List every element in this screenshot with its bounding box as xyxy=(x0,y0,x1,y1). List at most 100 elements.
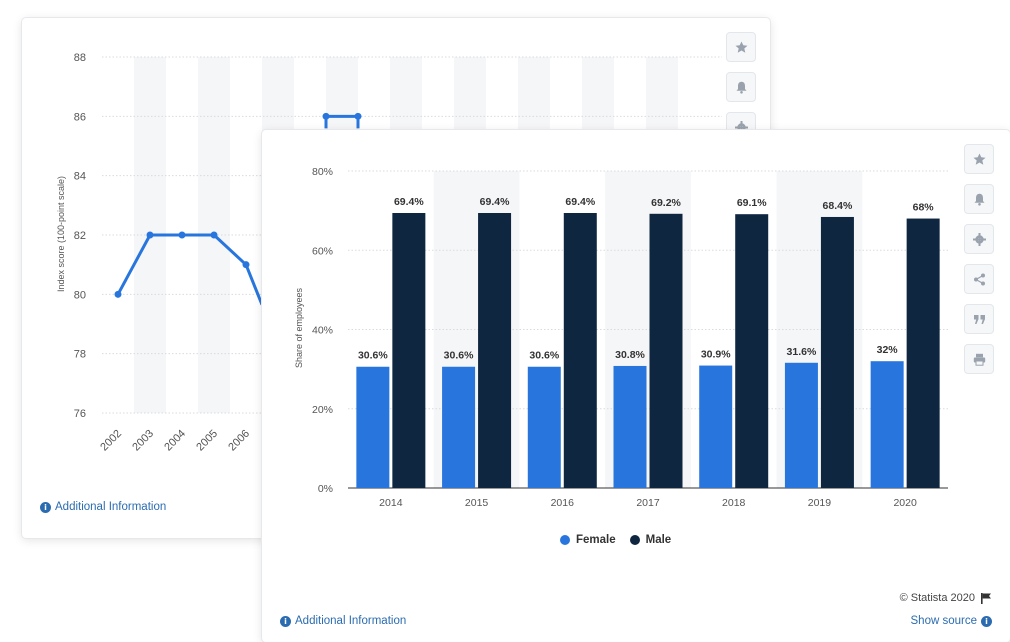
share-button[interactable] xyxy=(964,264,994,294)
data-label: 32% xyxy=(877,344,899,356)
series-line-partial xyxy=(324,114,360,129)
back-additional-info-link[interactable]: i Additional Information xyxy=(40,501,166,513)
gear-icon xyxy=(972,232,986,246)
data-label: 30.6% xyxy=(444,350,474,362)
legend-label-male: Male xyxy=(645,534,672,546)
y-tick-label: 80% xyxy=(312,166,333,178)
data-point[interactable] xyxy=(242,261,250,269)
print-button[interactable] xyxy=(964,344,994,374)
data-label: 68.4% xyxy=(823,200,853,212)
data-point[interactable] xyxy=(322,112,330,120)
bell-icon xyxy=(974,193,984,206)
x-tick-label: 2005 xyxy=(194,428,220,454)
bar-male[interactable] xyxy=(820,216,854,488)
show-source-label: Show source xyxy=(910,615,977,627)
y-tick-label: 0% xyxy=(318,483,333,495)
bell-button[interactable] xyxy=(726,72,756,102)
back-additional-info-label: Additional Information xyxy=(55,501,167,513)
x-tick-label: 2014 xyxy=(379,497,403,509)
copyright-notice: © Statista 2020 xyxy=(900,592,992,604)
gear-icon xyxy=(734,120,748,134)
star-icon xyxy=(735,41,747,53)
bar-male[interactable] xyxy=(649,213,683,489)
x-tick-label: 2015 xyxy=(465,497,489,509)
y-axis-label: Share of employees xyxy=(294,287,304,368)
front-additional-info-label: Additional Information xyxy=(295,615,407,627)
y-tick-label: 60% xyxy=(312,245,333,257)
legend-swatch-male xyxy=(629,535,640,545)
star-button[interactable] xyxy=(726,32,756,62)
y-tick-label: 40% xyxy=(312,325,333,337)
bar-male[interactable] xyxy=(478,213,512,488)
data-label: 69.2% xyxy=(651,197,681,209)
gear-button[interactable] xyxy=(964,224,994,254)
bell-icon xyxy=(736,81,746,94)
data-point[interactable] xyxy=(210,231,218,239)
info-icon: i xyxy=(981,615,992,627)
copyright-text: © Statista 2020 xyxy=(899,592,975,604)
bar-male[interactable] xyxy=(735,214,769,488)
chart-legend: Female Male xyxy=(560,534,685,546)
y-tick-label: 20% xyxy=(312,404,333,416)
legend-item-female[interactable]: Female xyxy=(560,534,616,546)
star-icon xyxy=(973,153,985,165)
y-tick-label: 88 xyxy=(74,52,86,64)
data-label: 69.4% xyxy=(480,196,510,208)
bar-female[interactable] xyxy=(870,361,904,488)
front-toolbar xyxy=(964,144,994,384)
data-label: 30.9% xyxy=(701,349,731,361)
legend-swatch-female xyxy=(560,535,570,545)
bar-female[interactable] xyxy=(527,366,561,488)
info-icon: i xyxy=(280,615,291,627)
bar-female[interactable] xyxy=(356,366,390,488)
flag-icon[interactable] xyxy=(980,592,992,604)
data-point[interactable] xyxy=(146,231,154,239)
x-tick-label: 2017 xyxy=(636,497,660,509)
data-point[interactable] xyxy=(354,112,362,120)
data-point[interactable] xyxy=(114,290,122,298)
x-tick-label: 2006 xyxy=(226,428,252,454)
data-label: 30.8% xyxy=(615,349,645,361)
quote-icon xyxy=(973,314,985,324)
bar-female[interactable] xyxy=(699,365,733,488)
y-tick-label: 78 xyxy=(74,349,86,361)
x-tick-label: 2003 xyxy=(130,428,156,454)
show-source-link[interactable]: Show source i xyxy=(911,615,992,627)
x-tick-label: 2020 xyxy=(893,497,917,509)
data-point[interactable] xyxy=(178,231,186,239)
data-label: 30.6% xyxy=(358,350,388,362)
bar-female[interactable] xyxy=(613,365,647,488)
bar-female[interactable] xyxy=(442,366,476,488)
quote-button[interactable] xyxy=(964,304,994,334)
bar-male[interactable] xyxy=(392,213,426,488)
legend-label-female: Female xyxy=(576,534,616,546)
info-icon: i xyxy=(40,501,51,513)
bell-button[interactable] xyxy=(964,184,994,214)
data-label: 68% xyxy=(913,202,935,214)
y-tick-label: 84 xyxy=(74,171,86,183)
x-tick-label: 2002 xyxy=(98,428,124,454)
y-tick-label: 76 xyxy=(74,408,86,420)
x-tick-label: 2016 xyxy=(551,497,575,509)
y-tick-label: 82 xyxy=(74,230,86,242)
data-label: 30.6% xyxy=(529,350,559,362)
bar-male[interactable] xyxy=(563,213,597,488)
data-label: 69.4% xyxy=(394,196,424,208)
y-tick-label: 80 xyxy=(74,289,86,301)
series-line xyxy=(116,233,264,306)
data-label: 69.1% xyxy=(737,197,767,209)
share-icon xyxy=(973,273,985,285)
star-button[interactable] xyxy=(964,144,994,174)
bar-female[interactable] xyxy=(784,362,818,488)
y-axis-label: Index score (100-point scale) xyxy=(56,176,66,292)
print-icon xyxy=(973,353,985,366)
legend-item-male[interactable]: Male xyxy=(629,534,672,546)
data-label: 31.6% xyxy=(787,346,817,358)
data-label: 69.4% xyxy=(565,196,595,208)
x-tick-label: 2004 xyxy=(162,428,188,454)
bar-male[interactable] xyxy=(906,218,940,489)
bar-chart: 0% 20% 40% 60% 80% Share of employees 30.6% 69.… xyxy=(294,166,948,509)
x-tick-label: 2018 xyxy=(722,497,746,509)
front-additional-info-link[interactable]: i Additional Information xyxy=(280,615,406,627)
y-tick-label: 86 xyxy=(74,111,86,123)
